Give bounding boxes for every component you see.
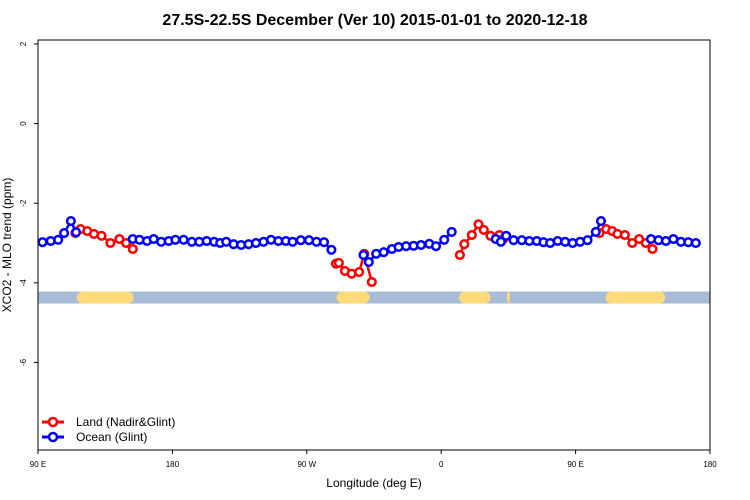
- ocean-point-4: [65, 216, 76, 227]
- legend-land-marker: [47, 416, 59, 428]
- land-segment-1: [336, 291, 370, 304]
- land-point-20: [478, 224, 489, 235]
- ocean-point-0: [37, 237, 48, 248]
- y-tick-label-4: -6: [19, 358, 28, 366]
- legend: Land (Nadir&Glint) Ocean (Glint): [42, 415, 175, 444]
- ocean-point-5: [71, 227, 82, 238]
- ocean-point-60: [582, 235, 593, 246]
- x-tick-label-4: 90 E: [567, 460, 583, 469]
- ocean-point-34: [358, 249, 369, 261]
- land-point-10: [333, 257, 344, 268]
- y-tick-label-1: 0: [19, 121, 28, 126]
- ocean-point-35: [363, 257, 374, 268]
- ocean-point-29: [295, 235, 306, 246]
- ocean-strip: [38, 291, 710, 304]
- land-point-13: [354, 267, 365, 278]
- land-point-5: [105, 237, 116, 249]
- legend-label-ocean: Ocean (Glint): [76, 430, 147, 444]
- x-tick-label-1: 180: [166, 460, 180, 469]
- legend-ocean-marker: [47, 431, 59, 443]
- y-tick-label-2: -2: [19, 199, 28, 207]
- x-tick-label-2: 90 W: [297, 460, 316, 469]
- ocean-point-42: [415, 239, 427, 251]
- land-point-28: [619, 229, 630, 241]
- series-layer: [37, 216, 701, 288]
- x-tick-label-5: 180: [703, 460, 717, 469]
- ocean-point-48: [495, 236, 506, 247]
- plot-frame: [37, 39, 711, 451]
- ocean-point-2: [53, 234, 64, 245]
- land-point-32: [647, 243, 658, 255]
- ocean-point-33: [326, 244, 337, 255]
- x-tick-label-0: 90 E: [30, 460, 46, 469]
- land-point-4: [96, 230, 107, 241]
- y-axis-label: XCO2 - MLO trend (ppm): [0, 178, 14, 313]
- ocean-point-62: [595, 216, 607, 227]
- land-point-17: [459, 239, 470, 250]
- ocean-point-69: [690, 237, 701, 249]
- ocean-point-61: [590, 226, 601, 237]
- legend-label-land: Land (Nadir&Glint): [76, 415, 175, 429]
- ocean-point-3: [59, 228, 70, 239]
- ocean-point-50: [508, 235, 519, 246]
- land-point-18: [466, 229, 477, 241]
- ocean-point-49: [501, 230, 512, 241]
- ocean-point-32: [318, 237, 330, 248]
- land-segment-0: [76, 291, 134, 304]
- ocean-point-46: [446, 226, 457, 237]
- land-segment-3: [506, 291, 510, 304]
- ocean-point-28: [287, 236, 298, 247]
- ocean-point-45: [439, 234, 450, 245]
- land-point-16: [454, 249, 465, 261]
- land-ocean-strip: [38, 291, 710, 304]
- y-tick-label-3: -4: [19, 279, 28, 287]
- chart-title: 27.5S-22.5S December (Ver 10) 2015-01-01…: [162, 12, 587, 29]
- ocean-point-37: [378, 247, 389, 258]
- y-tick-label-0: 2: [19, 41, 28, 46]
- y-axis: 2 0 -2 -4 -6: [19, 41, 38, 366]
- land-point-8: [127, 243, 138, 255]
- x-axis: 90 E 180 90 W 0 90 E 180: [30, 450, 717, 469]
- ocean-point-12: [170, 234, 181, 245]
- land-point-15: [366, 276, 377, 288]
- x-axis-label: Longitude (deg E): [326, 476, 421, 490]
- land-segment-4: [605, 291, 666, 304]
- ocean-point-13: [178, 234, 189, 245]
- x-tick-label-3: 0: [439, 460, 444, 469]
- ocean-point-44: [430, 241, 442, 252]
- land-segment-2: [459, 291, 491, 304]
